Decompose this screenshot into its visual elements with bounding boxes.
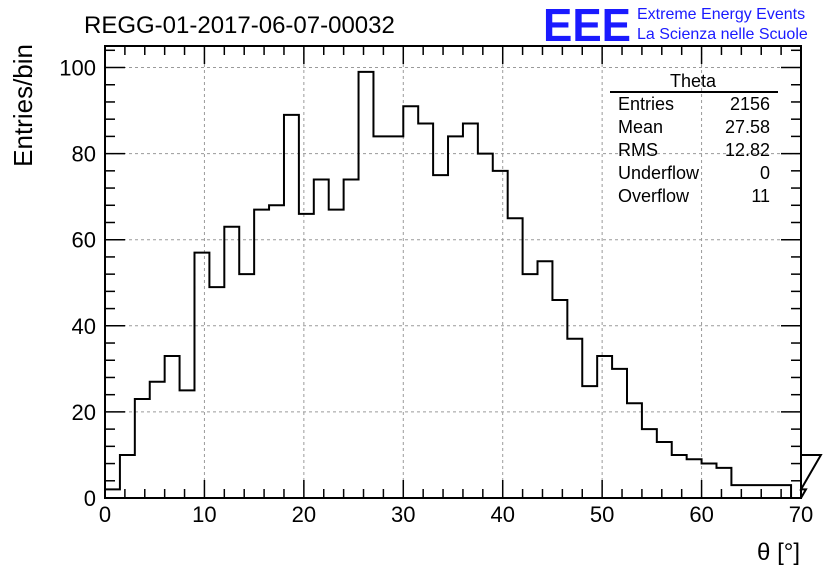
x-tick-label: 30 (391, 502, 415, 527)
y-tick-label: 20 (72, 400, 96, 425)
stats-rows: Entries 2156 Mean 27.58 RMS 12.82 Underflow 0 Ov… (618, 94, 770, 206)
stats-row-label: RMS (618, 140, 658, 160)
org-name-line1: Extreme Energy Events (637, 6, 805, 23)
x-tick-label: 60 (689, 502, 713, 527)
axis-ticks (104, 46, 802, 499)
y-tick-label: 100 (59, 56, 96, 81)
x-tick-label: 20 (292, 502, 316, 527)
x-tick-labels: 0 10 20 30 40 50 60 70 (99, 502, 813, 527)
y-tick-label: 60 (72, 228, 96, 253)
stats-row-value: 2156 (730, 94, 770, 114)
stats-row-label: Entries (618, 94, 674, 114)
run-title: REGG-01-2017-06-07-00032 (84, 12, 395, 39)
stats-box: Theta Entries 2156 Mean 27.58 RMS 12.82 Underf… (610, 71, 778, 206)
stats-row-value: 0 (760, 163, 770, 183)
stats-box-title: Theta (670, 71, 717, 91)
x-tick-label: 40 (490, 502, 514, 527)
plot-frame (104, 45, 802, 499)
x-tick-label: 0 (99, 502, 111, 527)
stats-row-value: 12.82 (725, 140, 770, 160)
stats-row-label: Underflow (618, 163, 700, 183)
x-tick-label: 70 (789, 502, 813, 527)
eee-logo: EEE (543, 0, 631, 51)
org-name-line2: La Scienza nelle Scuole (637, 26, 808, 43)
x-tick-label: 50 (590, 502, 614, 527)
y-tick-label: 80 (72, 142, 96, 167)
y-tick-label: 40 (72, 314, 96, 339)
x-tick-label: 10 (192, 502, 216, 527)
y-axis-label: Entries/bin (8, 44, 38, 167)
y-tick-labels: 0 20 40 60 80 100 (59, 56, 96, 511)
stats-row-label: Overflow (618, 186, 690, 206)
stats-row-value: 11 (751, 186, 770, 206)
stats-row-label: Mean (618, 117, 663, 137)
stats-row-value: 27.58 (725, 117, 770, 137)
y-tick-label: 0 (84, 486, 96, 511)
histogram-series (104, 70, 823, 499)
x-axis-label: θ [°] (757, 539, 800, 566)
